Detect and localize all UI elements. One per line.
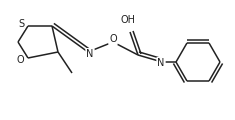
Text: OH: OH bbox=[121, 15, 136, 25]
Text: N: N bbox=[86, 49, 94, 59]
Text: S: S bbox=[18, 19, 24, 29]
Text: O: O bbox=[109, 34, 117, 44]
Text: O: O bbox=[16, 55, 24, 65]
Text: N: N bbox=[157, 58, 165, 68]
